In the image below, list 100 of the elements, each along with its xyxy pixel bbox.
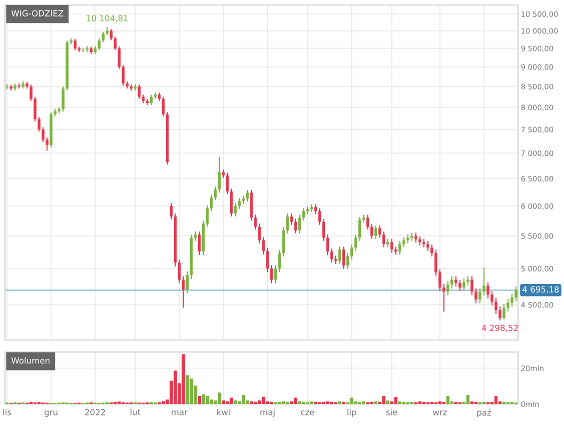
candlestick [206,204,209,228]
bar [230,398,234,404]
candlestick [98,38,101,51]
candlestick [102,31,105,43]
candlestick [330,248,334,263]
bar [390,401,394,404]
candlestick [278,249,281,273]
x-tick-label: kwi [217,408,230,416]
candlestick [406,234,410,244]
bar [398,401,402,404]
bar [222,400,226,404]
candlestick [254,214,257,230]
bar [210,400,214,404]
bar [182,354,185,404]
candlestick [34,96,36,122]
candlestick [262,236,265,255]
chart-title: WIG-ODZIEZ [11,10,64,16]
candlestick [414,232,418,244]
candlestick [282,226,285,257]
candlestick [374,224,378,240]
bar [394,397,398,404]
candlestick [498,306,502,321]
bar [350,398,354,404]
x-tick-label: wrz [432,410,447,416]
candlestick [290,212,293,226]
bar [258,400,262,404]
x-tick-label: cze [301,410,314,416]
candlestick [346,252,350,270]
candlestick [298,214,301,234]
candlestick [318,208,322,226]
candlestick [354,234,358,252]
candlestick [386,238,390,248]
x-tick-label: lis [3,408,12,416]
x-tick-label: lut [130,408,140,416]
bar [446,396,450,404]
candlestick [442,283,446,312]
candlestick [226,172,229,195]
annotation: 4 298,52 [482,324,518,332]
candlestick [286,212,289,234]
candlestick [258,223,261,244]
bar [362,401,366,404]
candlestick [474,288,478,304]
bar [242,395,246,404]
bar [294,398,298,404]
candlestick [238,198,241,210]
candlestick [234,202,237,218]
text: Wolumen [11,357,50,364]
candlestick [438,268,442,292]
candlestick [274,264,277,284]
candlestick [294,218,297,234]
candlestick [366,214,370,230]
x-tick-label: gru [44,410,58,417]
candlestick [326,234,330,256]
candlestick [230,188,233,218]
candlestick [398,240,402,256]
x-tick-label: sie [386,408,398,416]
candlestick [322,218,326,242]
bar [202,394,205,404]
x-tick-label: lip [348,408,356,417]
bar [338,401,342,404]
candlestick [218,156,221,194]
bar [438,401,442,404]
bar [198,396,201,404]
candlestick [74,38,77,51]
candlestick [382,230,386,248]
bar [494,396,498,404]
bar [382,396,386,404]
candlestick [62,86,65,112]
candlestick [246,189,249,202]
candlestick [482,266,486,296]
candlestick [266,247,269,273]
candlestick [138,84,141,100]
candlestick [510,293,514,308]
candlestick [46,136,48,152]
bar [206,396,209,404]
candlestick [370,224,374,240]
x-tick-label: paź [477,408,491,418]
annotation: 10 104,81 [86,15,128,22]
candlestick [454,276,458,288]
candlestick [42,126,44,143]
candlestick [450,276,454,289]
candlestick [214,186,217,201]
candlestick [182,276,185,308]
bar [234,400,238,404]
candlestick [314,204,318,215]
candlestick [38,116,40,132]
candlestick [338,246,342,265]
bar [162,401,165,404]
candlestick [434,249,438,276]
candlestick [390,238,394,254]
x-tick-label: maj [260,408,274,417]
candlestick [514,286,518,302]
bar [118,401,121,404]
candlestick [170,202,173,220]
bar [262,396,266,404]
candlestick [302,208,305,222]
bar [174,370,177,404]
bar [186,375,189,404]
candlestick [470,276,474,296]
bar [354,401,358,404]
